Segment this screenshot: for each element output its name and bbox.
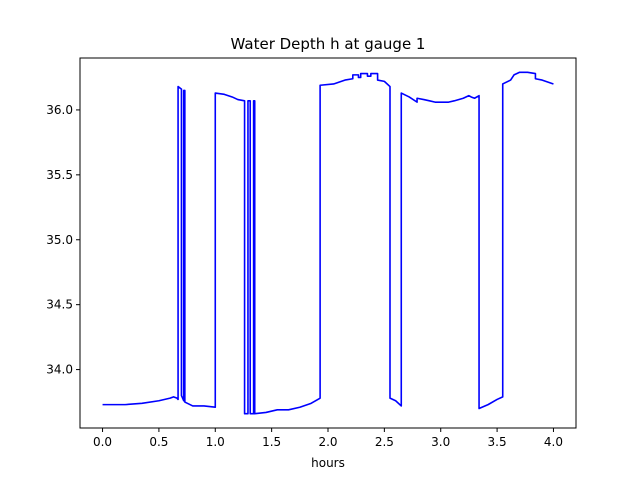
- series-line: [102, 71, 554, 415]
- x-tick-label: 1.5: [262, 435, 281, 449]
- x-axis-label: hours: [311, 456, 345, 470]
- axis-ticks: 0.0 0.5 1.0 1.5 2.0 2.5 3.0 3.5 4.0 34.0 34.5 35.0 3…: [46, 103, 563, 449]
- x-tick-label: 0.0: [93, 435, 112, 449]
- x-tick-label: 3.5: [488, 435, 507, 449]
- plot-frame: [79, 57, 577, 429]
- y-tick-label: 35.5: [46, 168, 73, 182]
- y-tick-label: 36.0: [46, 103, 73, 117]
- y-tick-label: 35.0: [46, 233, 73, 247]
- plot-area: [80, 58, 576, 428]
- y-tick-label: 34.5: [46, 298, 73, 312]
- x-tick-label: 1.0: [206, 435, 225, 449]
- x-tick-label: 4.0: [544, 435, 563, 449]
- x-tick-label: 2.0: [318, 435, 337, 449]
- y-tick-label: 34.0: [46, 363, 73, 377]
- x-tick-label: 2.5: [375, 435, 394, 449]
- x-tick-label: 0.5: [149, 435, 168, 449]
- series-layer: [102, 71, 554, 415]
- chart-title: Water Depth h at gauge 1: [231, 35, 426, 53]
- x-tick-label: 3.0: [431, 435, 450, 449]
